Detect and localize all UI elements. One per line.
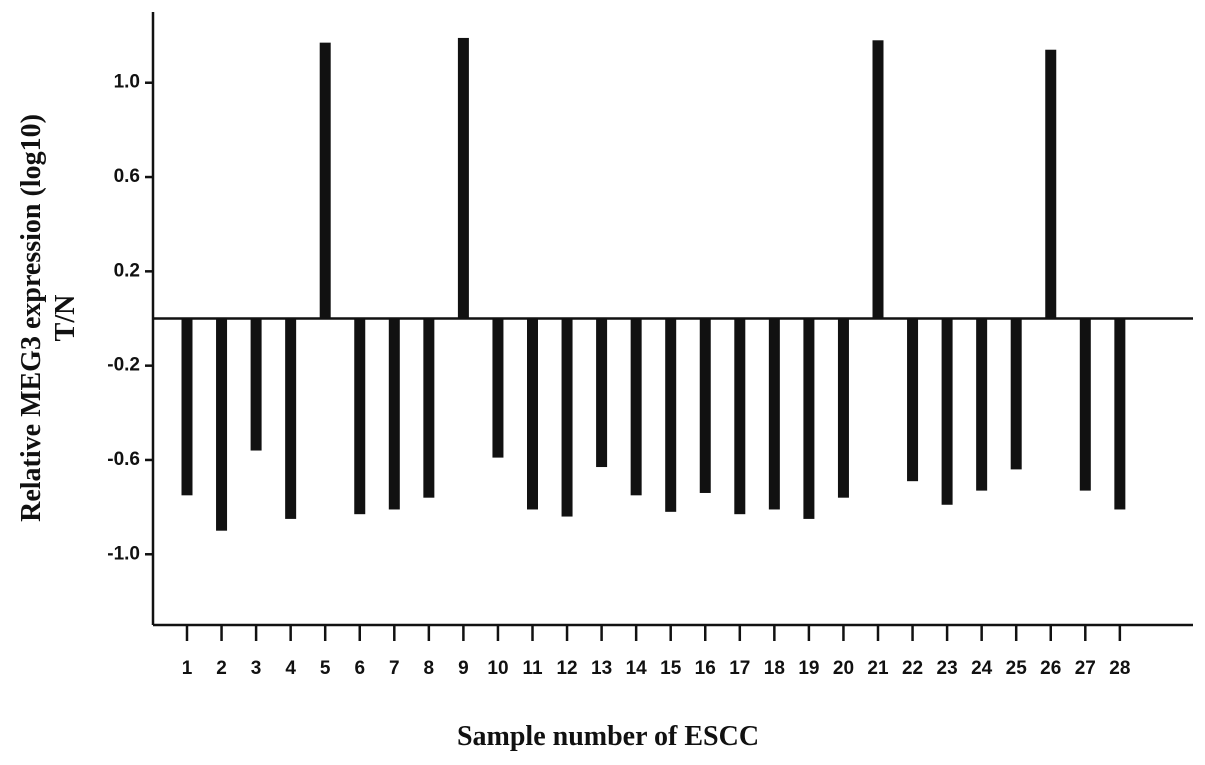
- x-tick-label: 14: [626, 658, 648, 679]
- x-tick-label: 13: [591, 658, 612, 679]
- x-tick-label: 27: [1075, 658, 1096, 679]
- x-tick-label: 11: [522, 658, 543, 679]
- bar: [388, 318, 400, 510]
- x-tick-label: 4: [285, 658, 296, 679]
- bar: [354, 318, 366, 515]
- bar: [596, 318, 608, 468]
- bar: [527, 318, 538, 510]
- x-tick-label: 26: [1040, 658, 1061, 679]
- bar: [941, 318, 953, 505]
- y-tick-label: 0.6: [114, 166, 140, 187]
- bar: [285, 318, 297, 519]
- y-tick-label: 0.2: [114, 260, 140, 281]
- x-tick-label: 23: [937, 658, 958, 679]
- bar: [181, 318, 193, 496]
- y-tick-label: -0.2: [107, 355, 140, 376]
- x-tick-label: 19: [798, 658, 819, 679]
- bar: [1114, 318, 1126, 510]
- x-tick-label: 6: [354, 658, 365, 679]
- x-tick-label: 5: [320, 658, 331, 679]
- bar: [734, 318, 746, 515]
- y-tick-label: 1.0: [114, 72, 140, 93]
- x-tick-label: 24: [971, 658, 993, 679]
- bar: [561, 318, 573, 517]
- bar: [699, 318, 711, 493]
- bar: [492, 318, 504, 458]
- x-tick-label: 12: [556, 658, 577, 679]
- bar: [768, 318, 780, 510]
- x-tick-label: 28: [1109, 658, 1130, 679]
- x-tick-label: 9: [458, 658, 469, 679]
- y-tick-label: -1.0: [107, 543, 140, 564]
- y-axis-title-line: Relative MEG3 expression (log10): [16, 114, 47, 522]
- x-tick-label: 8: [424, 658, 435, 679]
- y-tick-label: -0.6: [107, 449, 140, 470]
- bar: [976, 318, 988, 491]
- x-tick-label: 7: [389, 658, 400, 679]
- x-tick-label: 17: [729, 658, 750, 679]
- bar: [457, 37, 469, 319]
- bar: [319, 42, 331, 319]
- bar: [837, 318, 849, 498]
- x-tick-label: 21: [867, 658, 889, 679]
- x-tick-label: 2: [216, 658, 227, 679]
- x-tick-label: 16: [695, 658, 716, 679]
- bar: [630, 318, 642, 496]
- x-axis-title: Sample number of ESCC: [457, 721, 759, 752]
- y-axis-title: Relative MEG3 expression (log10) T/N: [16, 114, 81, 522]
- bar: [907, 318, 919, 482]
- x-tick-label: 25: [1006, 658, 1028, 679]
- bar: [216, 318, 228, 531]
- bar: [803, 318, 815, 519]
- x-tick-label: 22: [902, 658, 923, 679]
- bar: [1010, 318, 1022, 470]
- x-tick-label: 20: [833, 658, 854, 679]
- x-tick-label: 3: [251, 658, 262, 679]
- bar: [1079, 318, 1091, 491]
- x-tick-label: 15: [660, 658, 682, 679]
- bar: [1045, 49, 1057, 319]
- bar: [665, 318, 677, 512]
- x-tick-label: 1: [182, 658, 193, 679]
- bar: [250, 318, 262, 451]
- x-tick-label: 10: [487, 658, 508, 679]
- y-axis-title-line: T/N: [50, 295, 81, 342]
- bar: [423, 318, 435, 498]
- bar: [872, 40, 884, 319]
- x-tick-label: 18: [764, 658, 785, 679]
